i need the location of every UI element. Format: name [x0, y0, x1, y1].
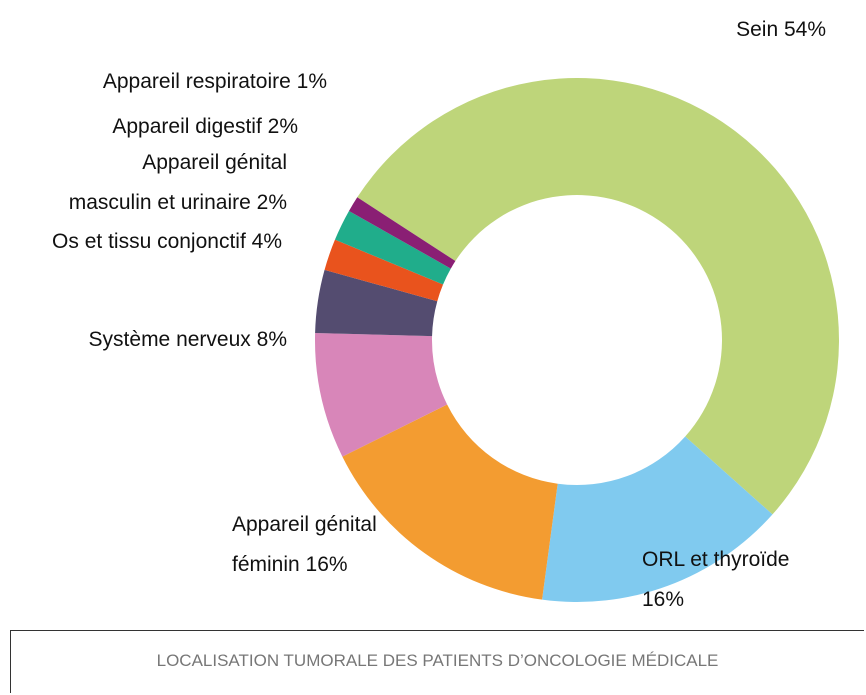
- slice: [315, 332, 448, 457]
- category-name: Os et tissu conjonctif: [52, 230, 246, 253]
- category-name: Système nerveux: [88, 328, 251, 351]
- slice-label: Os et tissu conjonctif 4%: [0, 222, 282, 262]
- slice-label: Appareil digestif 2%: [0, 107, 298, 147]
- value-label: 2%: [267, 115, 298, 138]
- value-label: 54%: [783, 18, 826, 41]
- chart-title: LOCALISATION TUMORALE DES PATIENTS D’ONC…: [10, 630, 864, 693]
- category-name: Sein: [736, 18, 779, 41]
- slice: [342, 404, 558, 600]
- category-name: ORL et thyroïde: [642, 548, 790, 571]
- slice: [348, 197, 456, 269]
- value-label: 1%: [296, 70, 327, 93]
- slice: [334, 210, 451, 285]
- category-name: Appareil respiratoire: [102, 70, 291, 93]
- value-label: 8%: [256, 328, 287, 351]
- value-label: 2%: [256, 191, 287, 214]
- slice-label: Appareil génital masculin et urinaire 2%: [61, 143, 287, 223]
- category-name: Appareil génital féminin: [232, 513, 377, 576]
- value-label: 4%: [251, 230, 282, 253]
- value-label: 16%: [305, 553, 348, 576]
- slice: [357, 77, 840, 515]
- category-name: Appareil génital masculin et urinaire: [68, 151, 287, 214]
- slice-label: Sein 54%: [526, 10, 826, 50]
- slice: [324, 239, 444, 302]
- slice-label: Appareil génital féminin 16%: [232, 505, 392, 585]
- value-label: 16%: [642, 588, 685, 611]
- slice-label: Appareil respiratoire 1%: [27, 62, 327, 102]
- slice-label: Système nerveux 8%: [0, 320, 287, 360]
- slice-label: ORL et thyroïde 16%: [642, 540, 812, 620]
- category-name: Appareil digestif: [112, 115, 262, 138]
- slice: [542, 436, 773, 602]
- slice: [315, 269, 438, 337]
